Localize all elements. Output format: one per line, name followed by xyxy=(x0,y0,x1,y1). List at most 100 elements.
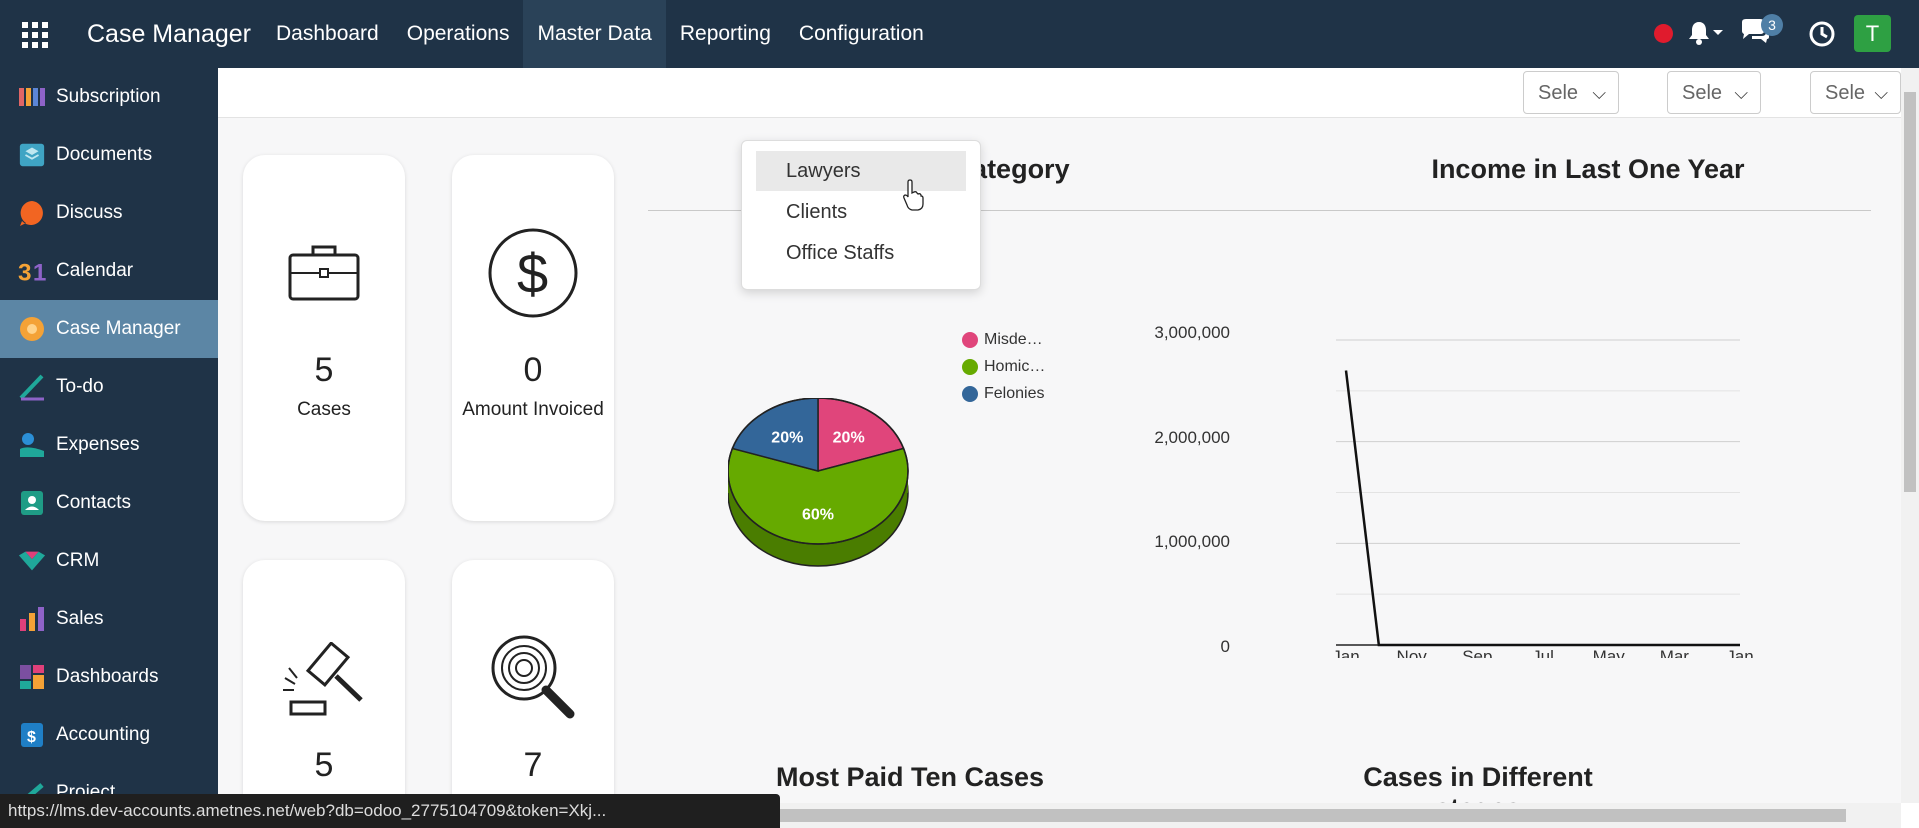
pie-slice-label: 60% xyxy=(802,506,834,523)
svg-text:1: 1 xyxy=(33,259,46,285)
vertical-scrollbar[interactable] xyxy=(1901,68,1919,803)
messages-icon[interactable] xyxy=(1740,18,1770,51)
case-manager-icon xyxy=(18,315,46,343)
sidebar-item-label: Dashboards xyxy=(56,666,159,687)
menu-operations[interactable]: Operations xyxy=(406,22,510,45)
notification-bell-icon[interactable] xyxy=(1688,20,1724,51)
line-chart: JanDecNovOctSepAugJulJunMayAprMarFebJan xyxy=(1332,339,1754,658)
briefcase-icon xyxy=(288,245,360,301)
menu-master-data[interactable]: Master Data xyxy=(523,0,666,68)
legend-swatch xyxy=(962,332,978,348)
filter-select-3[interactable]: Sele ⌵ xyxy=(1810,71,1901,114)
sidebar-item-label: Documents xyxy=(56,144,153,165)
sidebar-item-label: Discuss xyxy=(56,202,123,223)
card-value: 5 xyxy=(314,746,334,784)
sidebar-item-label: Case Manager xyxy=(56,318,181,339)
legend-label: Felonies xyxy=(984,385,1045,402)
y-tick-label: 2,000,000 xyxy=(1154,428,1230,447)
x-tick-label: Jul xyxy=(1532,647,1554,658)
svg-text:3: 3 xyxy=(18,259,32,285)
discuss-icon xyxy=(18,199,46,227)
x-tick-label: Jan xyxy=(1726,647,1753,658)
y-tick-label: 3,000,000 xyxy=(1154,323,1230,342)
top-navbar: Case Manager Dashboard Operations Master… xyxy=(0,0,1919,68)
horizontal-scrollbar[interactable] xyxy=(780,803,1901,828)
sidebar-item-expenses[interactable]: Expenses xyxy=(0,416,218,474)
sidebar-item-case-manager[interactable]: Case Manager xyxy=(0,300,218,358)
documents-icon xyxy=(18,141,46,169)
dropdown-item-lawyers[interactable]: Lawyers xyxy=(756,151,966,191)
legend-item[interactable]: Felonies xyxy=(962,385,1044,403)
card-cases[interactable]: 5 Cases xyxy=(243,155,405,521)
todo-icon xyxy=(18,373,46,401)
sidebar-item-label: CRM xyxy=(56,550,100,571)
scroll-thumb[interactable] xyxy=(1904,92,1916,492)
sidebar-item-subscription[interactable]: Subscription xyxy=(0,68,218,126)
x-tick-label: May xyxy=(1593,647,1626,658)
svg-text:$: $ xyxy=(517,242,548,305)
menu-dashboard[interactable]: Dashboard xyxy=(276,22,379,45)
sidebar-item-contacts[interactable]: Contacts xyxy=(0,474,218,532)
bottom-right-title: Cases in Different stages xyxy=(1363,762,1593,803)
hand-pointer-icon xyxy=(903,179,924,211)
accounting-icon: $ xyxy=(18,721,46,749)
bottom-left-title: Most Paid Ten Cases xyxy=(775,762,1045,792)
chevron-down-icon: ⌵ xyxy=(1734,83,1748,103)
control-panel: Sele ⌵ Sele ⌵ Sele ⌵ xyxy=(218,68,1901,118)
contacts-icon xyxy=(18,489,46,517)
crm-icon xyxy=(18,547,46,575)
card-value: 5 xyxy=(314,351,334,389)
sidebar-item-dashboards[interactable]: Dashboards xyxy=(0,648,218,706)
legend-swatch xyxy=(962,386,978,402)
user-avatar[interactable]: T xyxy=(1854,15,1891,52)
income-series-line xyxy=(1344,370,1740,647)
sidebar-item-label: To-do xyxy=(56,376,104,397)
card-amount-invoiced[interactable]: $ 0 Amount Invoiced xyxy=(452,155,614,521)
sidebar-item-todo[interactable]: To-do xyxy=(0,358,218,416)
link-status-bar: https://lms.dev-accounts.ametnes.net/web… xyxy=(0,794,780,828)
card-value: 7 xyxy=(523,746,543,784)
scroll-thumb[interactable] xyxy=(780,809,1846,822)
app-brand[interactable]: Case Manager xyxy=(87,20,251,48)
menu-reporting[interactable]: Reporting xyxy=(679,22,771,45)
filter-select-2[interactable]: Sele ⌵ xyxy=(1667,71,1761,114)
sidebar-item-label: Accounting xyxy=(56,724,151,745)
x-tick-label: Nov xyxy=(1397,647,1428,658)
dropdown-item-office-staffs[interactable]: Office Staffs xyxy=(786,242,895,264)
card-caption: Cases xyxy=(297,399,351,420)
filter-select-1[interactable]: Sele ⌵ xyxy=(1523,71,1619,114)
sidebar-item-accounting[interactable]: $ Accounting xyxy=(0,706,218,764)
messages-badge: 3 xyxy=(1761,14,1783,36)
svg-text:$: $ xyxy=(27,729,36,746)
recording-indicator-icon[interactable] xyxy=(1654,24,1673,43)
card-hearings[interactable]: 5 xyxy=(243,560,405,803)
sidebar-item-discuss[interactable]: Discuss xyxy=(0,184,218,242)
card-investigations[interactable]: 7 xyxy=(452,560,614,803)
title-divider xyxy=(1185,210,1871,211)
sidebar-item-label: Contacts xyxy=(56,492,131,513)
sidebar-item-crm[interactable]: CRM xyxy=(0,532,218,590)
activity-clock-icon[interactable] xyxy=(1808,20,1836,53)
dashboards-icon xyxy=(18,663,46,691)
x-tick-label: Sep xyxy=(1462,647,1492,658)
chevron-down-icon: ⌵ xyxy=(1874,83,1888,103)
menu-configuration[interactable]: Configuration xyxy=(798,22,924,45)
title-divider xyxy=(648,210,1355,211)
legend-item[interactable]: Misde… xyxy=(962,331,1043,349)
dropdown-item-clients[interactable]: Clients xyxy=(786,201,848,223)
subscription-icon xyxy=(18,83,46,111)
legend-item[interactable]: Homic… xyxy=(962,358,1045,376)
filter-select-value: Sele xyxy=(1538,82,1579,104)
pie-slice-label: 20% xyxy=(833,430,865,447)
sidebar-item-documents[interactable]: Documents xyxy=(0,126,218,184)
y-tick-label: 1,000,000 xyxy=(1154,532,1230,551)
x-tick-label: Jan xyxy=(1332,647,1359,658)
apps-menu-icon[interactable] xyxy=(22,22,48,48)
sidebar-item-sales[interactable]: Sales xyxy=(0,590,218,648)
pie-chart: 20% 60% 20% xyxy=(728,398,909,567)
pie-slice-label: 20% xyxy=(771,430,803,447)
legend-label: Misde… xyxy=(984,331,1043,348)
master-data-dropdown: Lawyers Clients Office Staffs xyxy=(741,140,981,290)
